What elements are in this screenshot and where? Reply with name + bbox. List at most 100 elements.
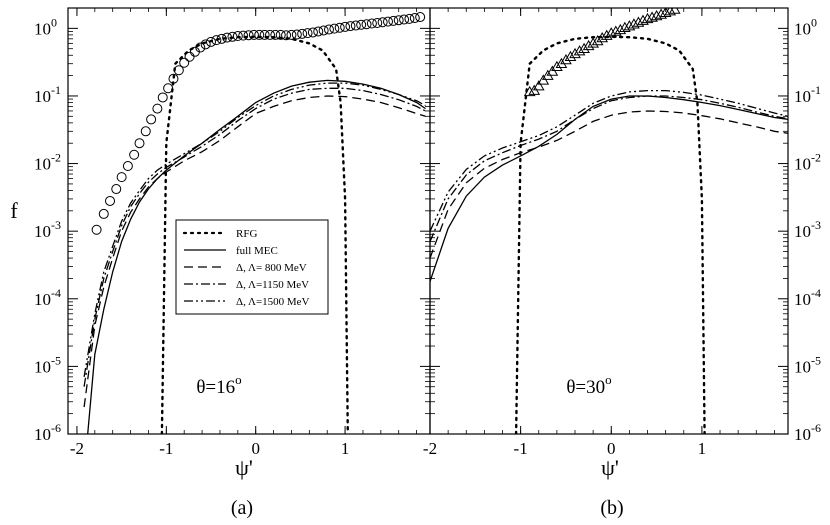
data-point-circle: [105, 195, 116, 206]
data-point-circle: [238, 30, 249, 41]
data-point-circle: [134, 138, 145, 149]
data-point-circle: [291, 29, 302, 40]
data-point-circle: [163, 83, 174, 94]
y-tick-label: 10-1: [794, 83, 821, 106]
y-tick-label: 100: [794, 15, 817, 38]
data-point-circle: [302, 28, 313, 39]
data-point-circle: [399, 14, 410, 25]
data-point-triangle: [628, 18, 640, 29]
x-tick-label: 1: [341, 439, 350, 458]
data-point-triangle: [523, 85, 536, 97]
data-point-circle: [232, 31, 243, 42]
data-point-circle: [361, 19, 372, 30]
data-point-triangle: [587, 37, 600, 48]
data-point-circle: [222, 32, 233, 43]
data-point-triangle: [646, 11, 658, 22]
data-point-triangle: [609, 25, 622, 36]
data-point-circle: [323, 24, 334, 35]
data-point-circle: [152, 103, 163, 114]
data-point-circle: [98, 208, 109, 219]
x-tick-label: -2: [70, 439, 84, 458]
angle-annotation: θ=30o: [566, 372, 611, 398]
data-point-circle: [318, 25, 329, 36]
data-point-circle: [350, 20, 361, 31]
data-point-circle: [393, 15, 404, 26]
legend-label-l1150: Δ, Λ=1150 MeV: [236, 279, 309, 291]
data-point-circle: [377, 17, 388, 28]
data-point-circle: [146, 114, 157, 125]
data-point-triangle: [591, 34, 604, 46]
y-tick-label: 10-4: [34, 286, 61, 309]
data-point-triangle: [664, 8, 677, 16]
data-point-circle: [270, 29, 281, 40]
data-point-triangle: [573, 45, 586, 56]
data-point-triangle: [614, 23, 627, 35]
legend-label-full: full MEC: [236, 245, 278, 257]
data-point-triangle: [632, 16, 645, 27]
series-line-full: [430, 95, 788, 282]
data-point-circle: [211, 35, 222, 46]
data-point-circle: [157, 92, 168, 103]
y-tick-label: 10-2: [34, 151, 61, 174]
angle-annotation: θ=16o: [196, 372, 241, 398]
y-tick-label: 10-6: [34, 421, 61, 444]
data-point-circle: [168, 73, 179, 84]
data-point-triangle: [551, 60, 563, 72]
legend-label-l800: Δ, Λ= 800 MeV: [236, 262, 307, 274]
data-point-circle: [366, 18, 377, 29]
data-point-circle: [243, 30, 254, 41]
legend-label-rfg: RFG: [236, 228, 257, 240]
data-point-circle: [329, 23, 340, 34]
data-point-triangle: [655, 8, 667, 19]
y-tick-label: 10-6: [794, 421, 821, 444]
data-point-circle: [206, 36, 217, 47]
data-point-circle: [259, 29, 270, 40]
series-line-l800: [430, 110, 788, 259]
data-point-triangle: [605, 27, 618, 38]
y-tick-label: 10-1: [34, 83, 61, 106]
data-point-triangle: [555, 57, 568, 68]
x-tick-label: -1: [514, 439, 528, 458]
data-point-circle: [111, 184, 122, 195]
data-point-triangle: [668, 8, 681, 14]
series-line-rfg: [514, 35, 706, 434]
panel-a: -2 -1 0 1 10-6 10-5 10-4 10-3 10-2 10-1 100 θ=16o ψ'…: [10, 7, 431, 519]
data-point-triangle: [637, 14, 649, 25]
y-axis-title: f: [10, 198, 18, 223]
data-point-triangle: [596, 31, 609, 43]
data-point-circle: [409, 13, 420, 24]
series-line-l1500: [83, 82, 426, 378]
data-point-circle: [265, 29, 276, 40]
series-line-l1150: [83, 87, 426, 387]
data-point-triangle: [618, 21, 631, 33]
x-axis-title: ψ': [601, 455, 619, 480]
data-point-circle: [340, 21, 351, 32]
data-point-triangle: [569, 47, 581, 59]
data-point-circle: [195, 42, 206, 53]
data-point-circle: [356, 19, 367, 30]
series-line-rfg: [160, 35, 349, 434]
data-point-circle: [281, 30, 292, 41]
data-point-triangle: [564, 50, 577, 62]
y-tick-label: 10-5: [794, 353, 821, 376]
series-line-full: [87, 79, 426, 434]
y-tick-label: 10-5: [34, 353, 61, 376]
data-point-circle: [275, 29, 286, 40]
data-point-circle: [200, 39, 211, 50]
legend: RFG full MEC Δ, Λ= 800 MeV Δ, Λ=1150 MeV Δ, …: [175, 219, 329, 315]
data-point-circle: [297, 28, 308, 39]
data-point-circle: [404, 13, 415, 24]
x-axis-title: ψ': [235, 455, 253, 480]
data-point-circle: [173, 65, 184, 76]
data-point-circle: [116, 172, 127, 183]
data-point-circle: [216, 33, 227, 44]
data-point-circle: [415, 12, 426, 23]
data-point-circle: [382, 16, 393, 27]
data-point-circle: [307, 27, 318, 38]
data-point-triangle: [578, 42, 590, 53]
data-point-circle: [184, 51, 195, 62]
data-point-circle: [129, 149, 140, 160]
data-point-triangle: [659, 8, 672, 18]
data-point-circle: [140, 126, 151, 137]
data-point-circle: [248, 29, 259, 40]
